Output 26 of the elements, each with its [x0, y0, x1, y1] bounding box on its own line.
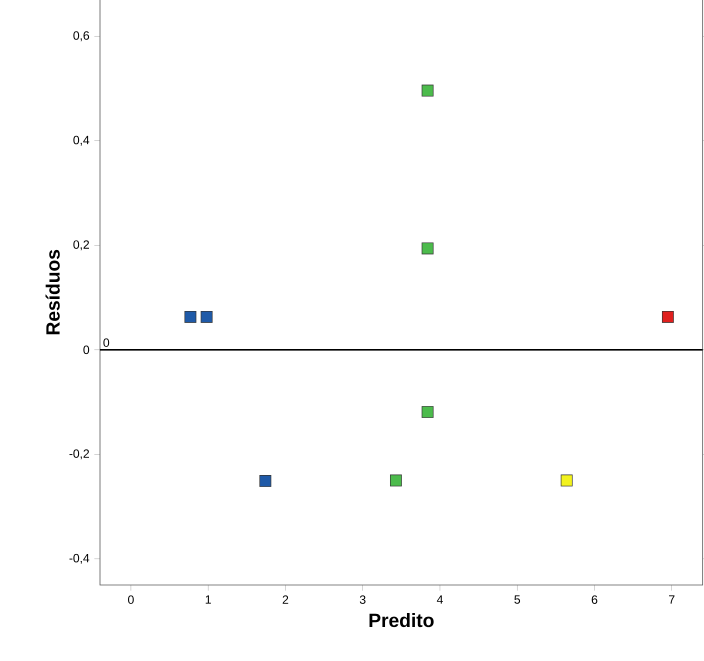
- point: [422, 406, 434, 418]
- x-tick-label: 2: [282, 595, 288, 604]
- y-tick-label: 0,4: [73, 136, 90, 146]
- x-tick-label: 4: [436, 595, 443, 604]
- y-tick-label: -0,2: [69, 449, 89, 460]
- x-tick-label: 6: [592, 595, 598, 604]
- point: [259, 475, 272, 487]
- x-tick-label: 7: [669, 595, 674, 604]
- y-axis-title: Resíduos: [46, 250, 60, 334]
- point: [560, 474, 573, 486]
- y-tick-label: 0,6: [73, 31, 90, 42]
- ref-line-label: 0: [103, 338, 110, 347]
- x-tick-label: 3: [360, 595, 366, 604]
- x-tick-label: 0: [128, 595, 134, 604]
- point: [184, 310, 196, 323]
- point: [422, 242, 434, 254]
- y-tick-label: 0: [83, 346, 90, 354]
- x-tick-label: 1: [206, 595, 211, 604]
- point: [662, 310, 674, 323]
- x-axis-title: Predito: [370, 613, 434, 628]
- y-tick-label: 0,2: [73, 240, 89, 250]
- point: [200, 310, 213, 323]
- x-tick-label: 5: [514, 595, 520, 604]
- point: [422, 84, 434, 97]
- y-tick-label: -0,4: [69, 554, 90, 564]
- point: [390, 474, 402, 486]
